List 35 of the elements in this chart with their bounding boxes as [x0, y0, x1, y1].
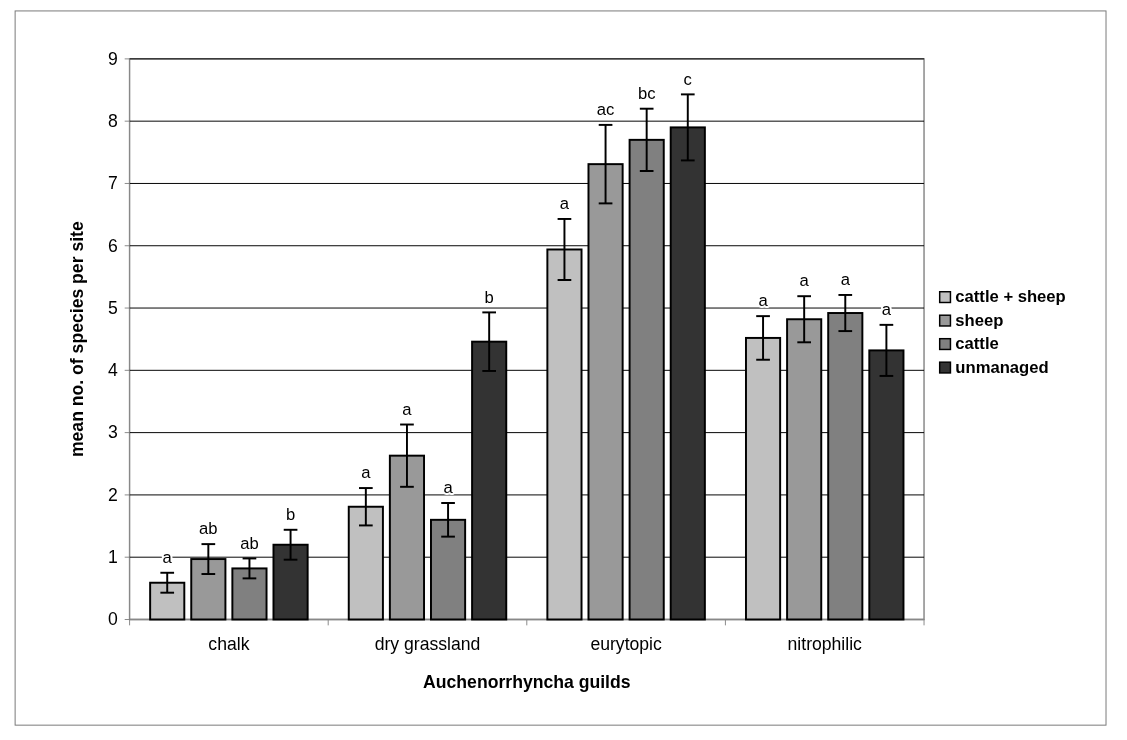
y-tick-label: 9 [108, 48, 118, 69]
y-axis-title: mean no. of species per site [66, 221, 87, 458]
data-label: a [799, 271, 810, 291]
data-label: ab [199, 519, 218, 539]
y-tick-label: 8 [108, 111, 119, 132]
x-tick-label: nitrophilic [787, 633, 863, 654]
data-label: c [683, 69, 692, 89]
y-tick-label: 5 [108, 297, 119, 318]
y-tick-label: 6 [108, 235, 119, 256]
legend-label: cattle [955, 334, 999, 354]
data-label: ab [240, 533, 259, 553]
y-tick-label: 4 [108, 360, 119, 381]
x-tick-label: dry grassland [374, 633, 481, 654]
y-tick-label: 2 [108, 484, 118, 505]
legend-label: sheep [955, 310, 1004, 330]
data-label: b [484, 287, 494, 307]
data-label: a [758, 291, 769, 311]
y-tick-label: 1 [108, 547, 118, 568]
data-label: a [559, 194, 570, 214]
legend-label: unmanaged [955, 357, 1049, 377]
data-label: a [443, 478, 454, 498]
data-label: b [285, 505, 296, 524]
data-label: a [881, 300, 892, 320]
legend-label: cattle + sheep [955, 287, 1066, 307]
data-label: a [840, 270, 851, 290]
x-tick-label: chalk [208, 633, 250, 654]
x-tick-label: eurytopic [590, 633, 663, 654]
data-label: a [361, 463, 372, 483]
y-tick-label: 3 [108, 422, 119, 443]
data-label: a [402, 399, 413, 419]
y-tick-label: 0 [108, 609, 119, 630]
y-tick-label: 7 [108, 173, 118, 194]
data-label: bc [637, 83, 656, 103]
data-label: ac [596, 100, 615, 120]
x-axis-title: Auchenorrhyncha guilds [423, 671, 631, 692]
